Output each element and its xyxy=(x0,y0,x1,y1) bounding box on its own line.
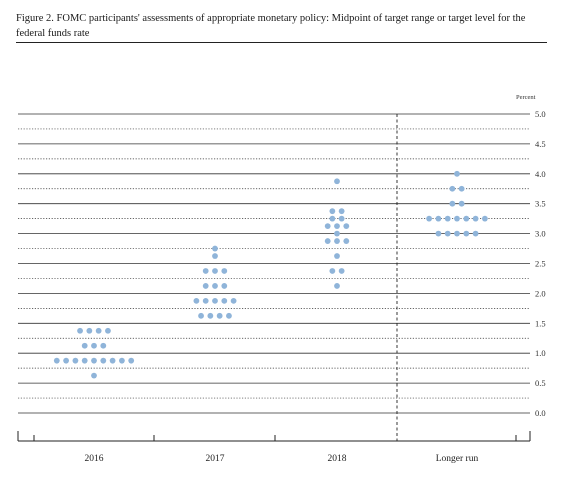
participant-dot xyxy=(81,342,88,349)
participant-dot xyxy=(128,357,135,364)
participant-dot xyxy=(444,215,451,222)
participant-dot xyxy=(216,312,223,319)
y-tick-label: 5.0 xyxy=(535,109,546,119)
participant-dot xyxy=(454,230,460,237)
participant-dot xyxy=(329,208,336,215)
participant-dot xyxy=(338,215,345,222)
participant-dot xyxy=(426,215,432,222)
participant-dot xyxy=(334,230,340,237)
participant-dot xyxy=(454,215,460,222)
participant-dot xyxy=(458,185,465,192)
participant-dot xyxy=(334,223,340,230)
participant-dot xyxy=(221,297,228,304)
participant-dot xyxy=(334,238,340,244)
participant-dot xyxy=(212,297,218,304)
participant-dot xyxy=(463,215,470,222)
participant-dot xyxy=(329,268,336,274)
participant-dot xyxy=(482,215,488,222)
y-tick-label: 2.0 xyxy=(535,288,546,298)
participant-dot xyxy=(472,215,479,222)
participant-dot xyxy=(212,283,218,289)
y-tick-label: 4.5 xyxy=(535,139,546,149)
participant-dot xyxy=(221,268,228,274)
participant-dot xyxy=(193,297,200,304)
participant-dot xyxy=(324,238,331,244)
participant-dot xyxy=(91,357,97,364)
participant-dot xyxy=(212,245,218,252)
y-tick-label: 4.0 xyxy=(535,169,546,179)
participant-dot xyxy=(343,238,350,244)
participant-dot xyxy=(343,223,350,230)
participant-dot xyxy=(458,200,465,207)
grid-layer xyxy=(18,113,530,414)
participant-dot xyxy=(109,357,116,364)
participant-dot xyxy=(91,342,97,349)
participant-dot xyxy=(444,230,451,237)
participant-dot xyxy=(91,372,97,379)
participant-dot xyxy=(212,268,218,274)
participant-dot xyxy=(334,253,340,259)
y-tick-label: 3.5 xyxy=(535,199,546,209)
participant-dot xyxy=(105,327,111,334)
participant-dot xyxy=(207,312,214,319)
participant-dot xyxy=(95,327,102,334)
participant-dot xyxy=(226,312,232,319)
participant-dot xyxy=(329,215,336,222)
participant-dot xyxy=(435,230,442,237)
participant-dot xyxy=(230,297,237,304)
participant-dot xyxy=(63,357,69,364)
y-tick-label: 2.5 xyxy=(535,259,546,269)
participant-dot xyxy=(454,170,460,177)
participant-dot xyxy=(435,215,442,222)
participant-dot xyxy=(449,200,456,207)
x-category-label: Longer run xyxy=(436,454,479,464)
participant-dot xyxy=(100,357,107,364)
participant-dot xyxy=(72,357,79,364)
participant-dot xyxy=(86,327,93,334)
x-category-label: 2018 xyxy=(328,454,347,464)
participant-dot xyxy=(334,178,340,185)
figure-title: Figure 2. FOMC participants' assessments… xyxy=(16,13,526,39)
participant-dot xyxy=(212,253,218,259)
participant-dot xyxy=(463,230,470,237)
participant-dot xyxy=(100,342,107,349)
x-category-label: 2017 xyxy=(206,454,225,464)
participant-dot xyxy=(202,297,209,304)
participant-dot xyxy=(77,327,83,334)
participant-dot xyxy=(338,208,345,215)
participant-dot xyxy=(324,223,331,230)
participant-dot xyxy=(53,357,60,364)
title-divider xyxy=(16,42,547,43)
y-axis-label: Percent xyxy=(516,94,536,101)
dots-layer xyxy=(53,170,488,379)
x-category-label: 2016 xyxy=(85,454,104,464)
participant-dot xyxy=(198,312,204,319)
participant-dot xyxy=(221,283,228,289)
y-tick-label: 1.5 xyxy=(535,318,546,328)
y-tick-label: 1.0 xyxy=(535,348,546,358)
y-tick-label: 0.0 xyxy=(535,408,546,418)
participant-dot xyxy=(119,357,125,364)
y-tick-label: 0.5 xyxy=(535,378,546,388)
participant-dot xyxy=(202,268,209,274)
participant-dot xyxy=(472,230,479,237)
axis-layer xyxy=(17,114,531,444)
participant-dot xyxy=(81,357,88,364)
participant-dot xyxy=(449,185,456,192)
participant-dot xyxy=(202,283,209,289)
label-layer: 5.0 4.5 4.0 3.5 3.0 2.5 2.0 1.5 1.0 0.5 0.0 Percent… xyxy=(85,94,546,464)
participant-dot xyxy=(334,283,340,289)
y-tick-label: 3.0 xyxy=(535,229,546,239)
participant-dot xyxy=(338,268,345,274)
